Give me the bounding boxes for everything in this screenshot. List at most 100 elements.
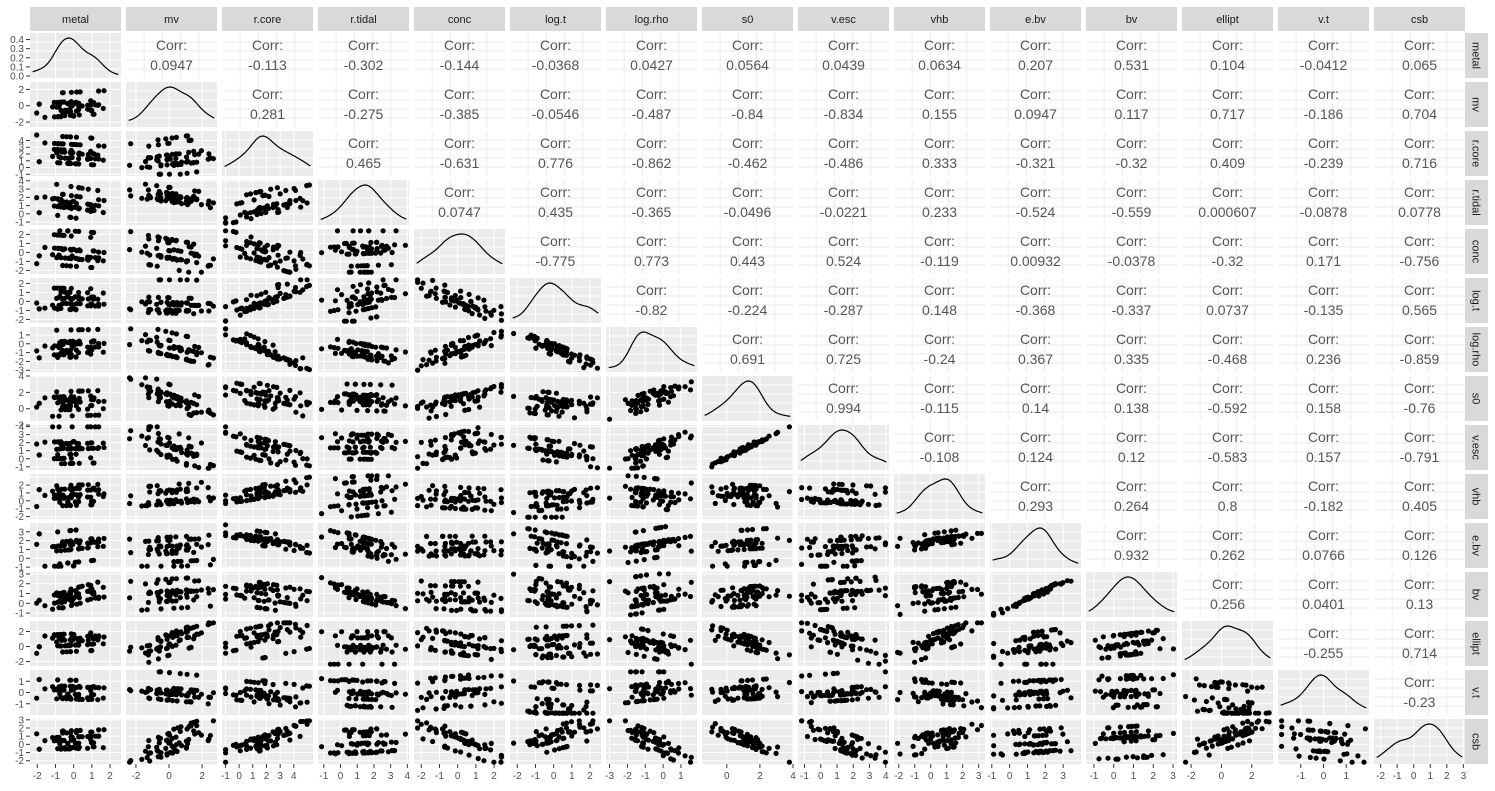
scatter-point	[424, 504, 430, 510]
scatter-point	[173, 238, 179, 244]
scatter-point	[70, 112, 76, 118]
scatter-point	[91, 339, 97, 345]
scatter-point	[349, 246, 355, 253]
scatter-point	[234, 499, 240, 505]
panel-log.rho-mv	[126, 326, 217, 372]
corr-label: Corr:	[1116, 184, 1147, 200]
strip-top-s0	[702, 7, 793, 31]
strip-right-metal	[1465, 33, 1488, 78]
scatter-point	[368, 399, 374, 405]
scatter-point	[263, 398, 269, 404]
scatter-point	[297, 252, 303, 258]
scatter-point	[433, 285, 439, 291]
scatter-point	[192, 343, 198, 349]
scatter-point	[352, 444, 358, 450]
scatter-point	[304, 456, 310, 462]
scatter-point	[385, 473, 391, 479]
scatter-point	[361, 381, 367, 387]
corr-label: Corr:	[1308, 135, 1339, 151]
scatter-point	[173, 393, 179, 399]
corr-panel-bg	[990, 229, 1081, 274]
scatter-point	[882, 485, 889, 491]
panel-r.tidal-r.tidal	[318, 180, 409, 225]
scatter-point	[42, 492, 48, 498]
corr-label: Corr:	[156, 37, 187, 53]
scatter-point	[383, 243, 390, 249]
scatter-point	[65, 446, 71, 452]
scatter-point	[237, 312, 243, 318]
corr-value: -0.302	[344, 57, 384, 73]
scatter-point	[69, 302, 75, 309]
scatter-point	[173, 256, 179, 262]
scatter-point	[173, 403, 179, 409]
scatter-point	[248, 234, 254, 240]
corr-label: Corr:	[540, 233, 571, 249]
scatter-point	[672, 500, 678, 506]
scatter-point	[415, 465, 421, 471]
scatter-point	[488, 336, 494, 342]
scatter-point	[274, 445, 280, 451]
scatter-point	[540, 457, 546, 463]
corr-value: 0.171	[1306, 253, 1341, 269]
corr-panel-bg	[606, 278, 697, 323]
scatter-point	[205, 485, 211, 491]
corr-value: -0.0878	[1300, 204, 1348, 220]
scatter-point	[568, 453, 575, 459]
scatter-point	[510, 442, 517, 448]
scatter-point	[258, 348, 264, 354]
scatter-point	[146, 143, 152, 149]
scatter-point	[477, 490, 483, 496]
scatter-point	[166, 500, 172, 506]
scatter-point	[248, 292, 254, 298]
scatter-point	[154, 339, 160, 345]
corr-panel-bg	[318, 131, 409, 176]
scatter-point	[128, 229, 134, 235]
strip-top-label-csb: csb	[1411, 14, 1428, 26]
scatter-point	[154, 154, 160, 160]
scatter-point	[73, 307, 79, 313]
panel-log.t-v.esc: Corr:-0.287	[798, 278, 889, 323]
scatter-point	[332, 476, 338, 482]
scatter-point	[588, 394, 594, 400]
corr-label: Corr:	[1020, 135, 1051, 151]
scatter-point	[385, 286, 391, 292]
panel-v.esc-v.esc	[798, 425, 889, 470]
scatter-point	[534, 504, 540, 510]
panel-log.rho-r.core	[222, 326, 313, 373]
scatter-point	[661, 384, 667, 390]
strip-top-label-mv: mv	[164, 14, 179, 26]
scatter-point	[335, 400, 341, 406]
scatter-point	[54, 327, 60, 333]
scatter-point	[548, 443, 554, 449]
panel-vhb-metal	[30, 474, 121, 519]
scatter-point	[346, 339, 352, 345]
scatter-point	[458, 506, 464, 512]
panel-r.tidal-ellipt: Corr:0.000607	[1182, 180, 1273, 225]
scatter-point	[450, 497, 456, 503]
scatter-point	[373, 344, 379, 350]
scatter-point	[731, 451, 737, 457]
scatter-point	[658, 390, 664, 396]
corr-label: Corr:	[924, 135, 955, 151]
scatter-point	[263, 209, 269, 216]
scatter-point	[368, 477, 374, 483]
scatter-point	[95, 388, 101, 394]
scatter-point	[350, 283, 356, 289]
scatter-point	[139, 165, 145, 171]
scatter-point	[244, 342, 250, 348]
scatter-point	[442, 483, 448, 489]
scatter-point	[665, 448, 672, 454]
panel-metal-ellipt: Corr:0.104	[1182, 33, 1273, 78]
scatter-point	[498, 382, 504, 388]
density-line	[416, 233, 503, 265]
scatter-point	[92, 412, 98, 418]
strip-right-s0	[1465, 376, 1488, 421]
corr-value: 0.148	[922, 302, 957, 318]
scatter-point	[100, 209, 106, 216]
scatter-point	[67, 214, 73, 220]
scatter-point	[91, 111, 97, 117]
scatter-point	[155, 430, 161, 437]
scatter-point	[304, 402, 310, 408]
panel-log.rho-csb: Corr:-0.859	[1374, 327, 1465, 372]
scatter-point	[244, 400, 250, 406]
